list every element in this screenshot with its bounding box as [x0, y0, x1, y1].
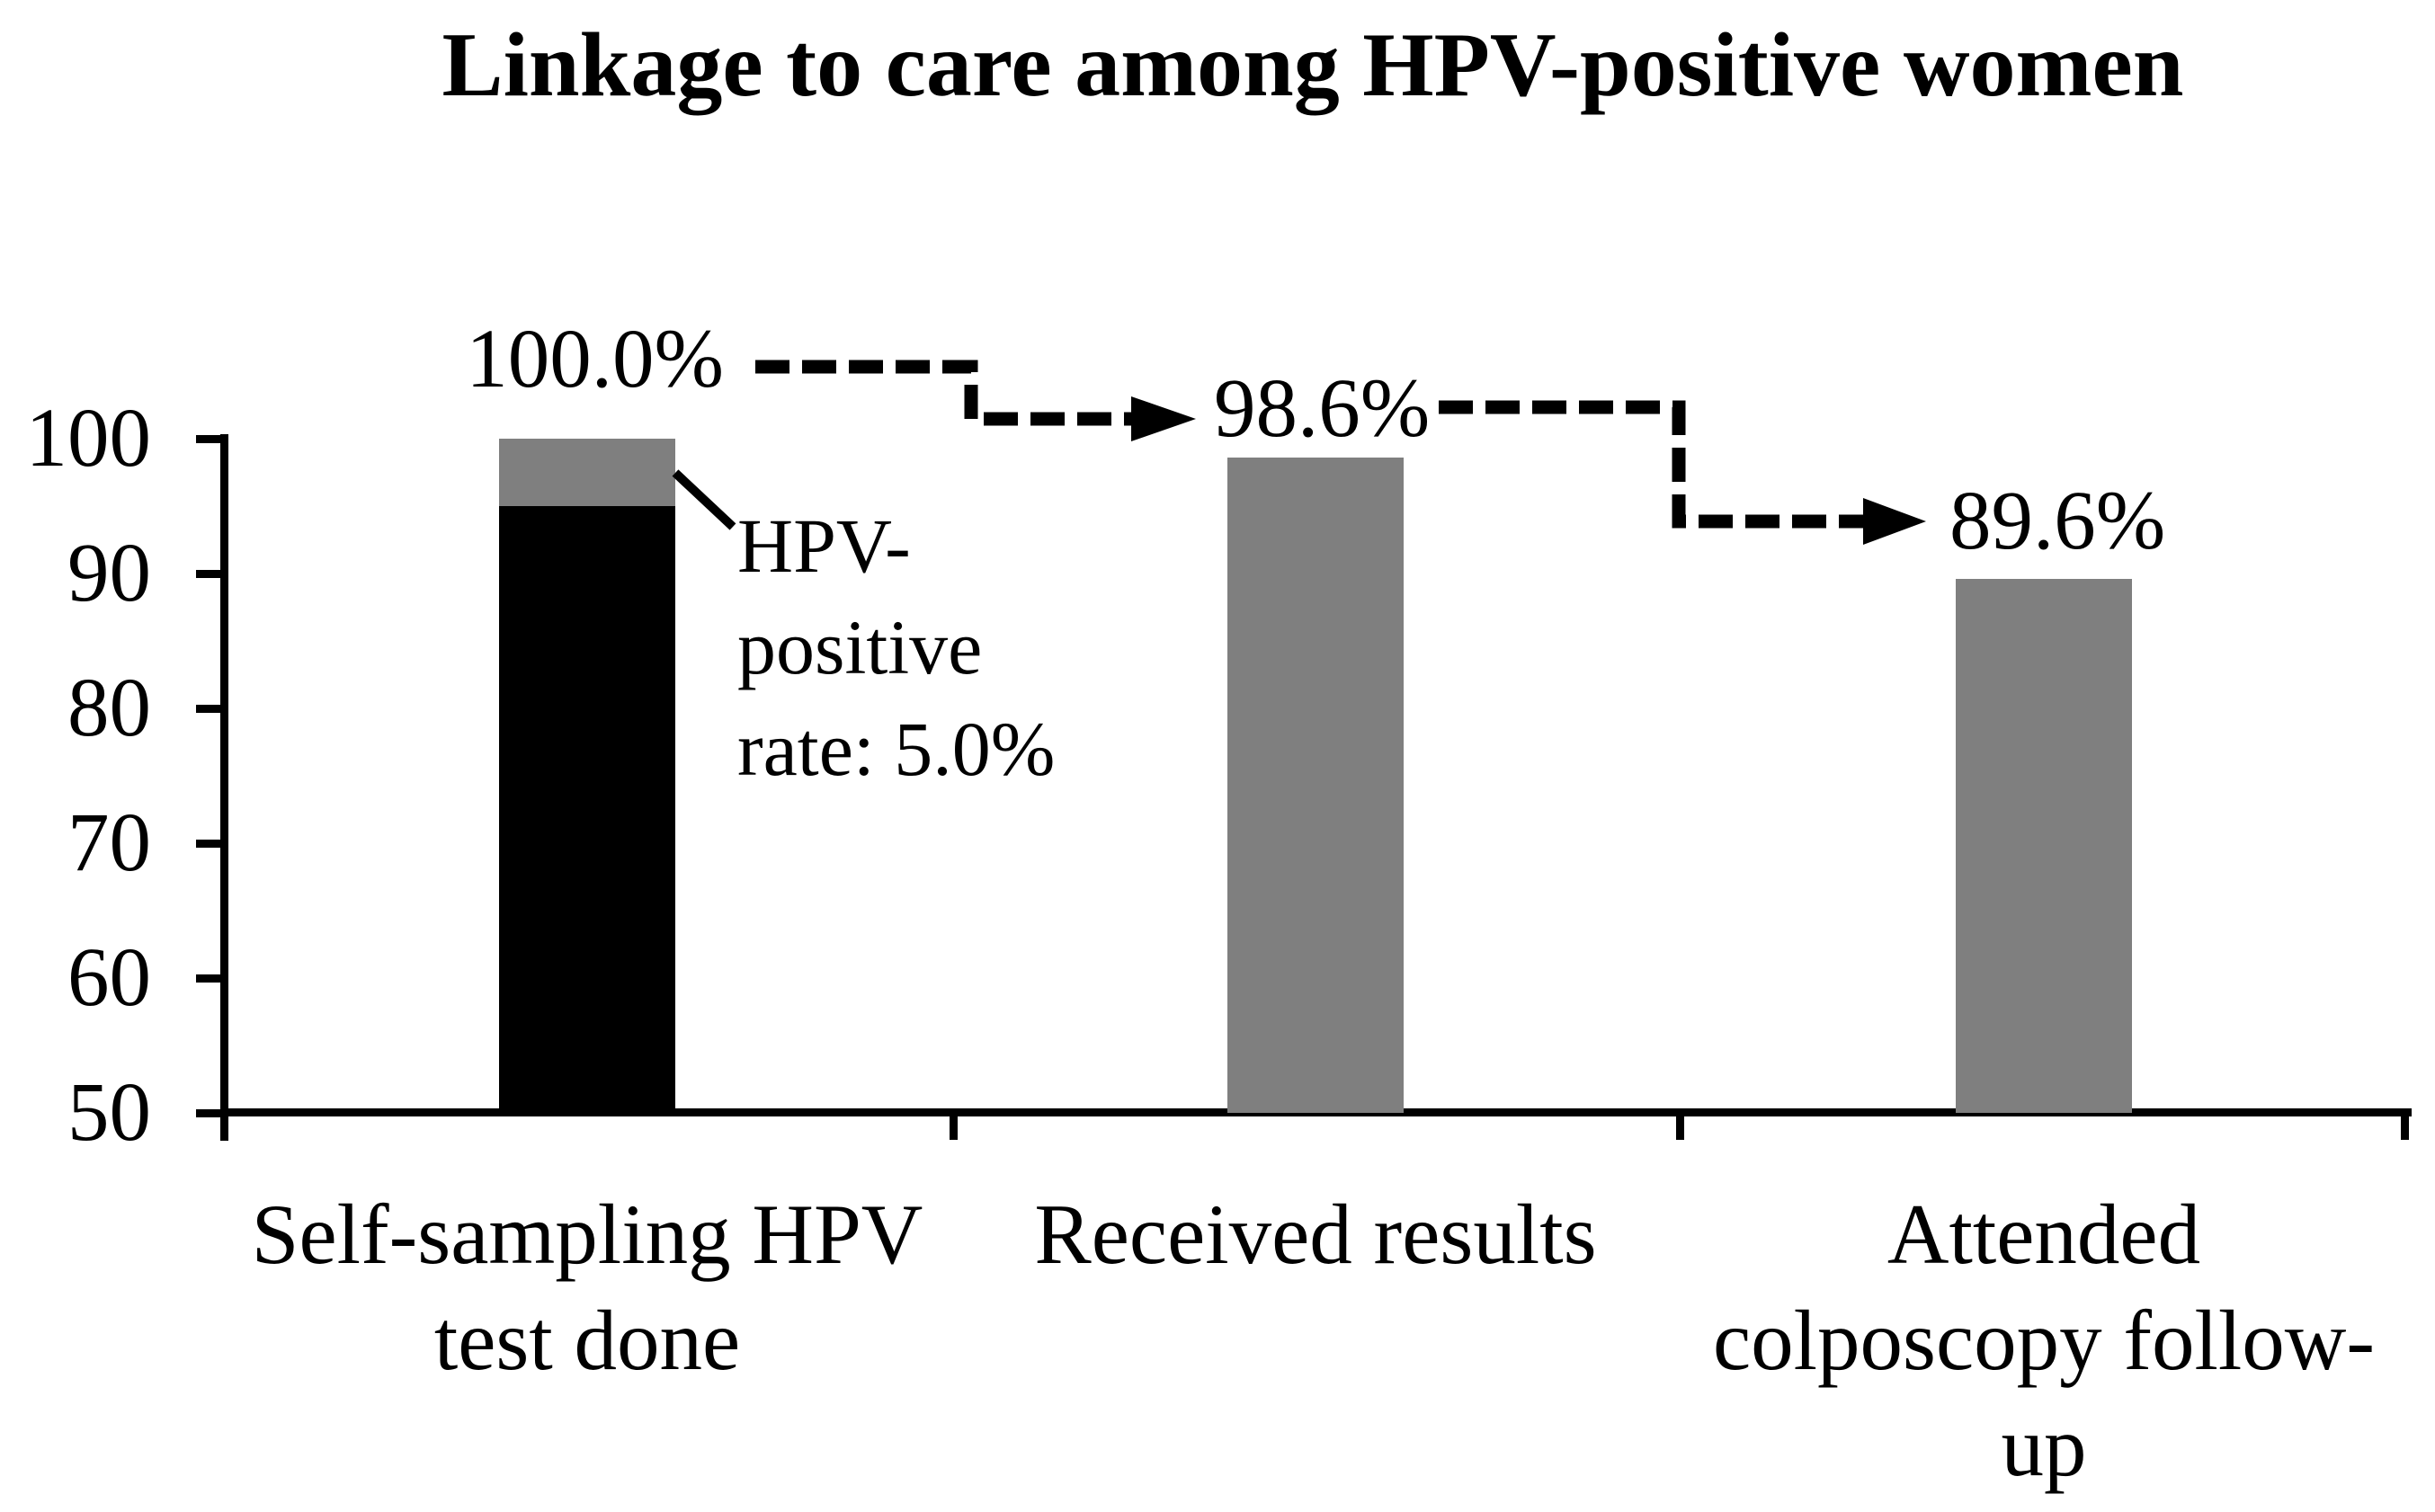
value-label: 100.0%: [466, 313, 724, 405]
annotation-leader-line: [672, 469, 736, 530]
flow-arrow-1-dashes: [755, 360, 1131, 426]
x-tick-mark: [950, 1113, 958, 1140]
flow-arrow-2-dashes: [1439, 400, 1863, 529]
bar-self-sampling-black-segment: [499, 506, 675, 1113]
bar-attended-colposcopy: [1956, 579, 2132, 1113]
y-axis-line: [220, 434, 228, 1141]
category-label-line: Received results: [1034, 1187, 1597, 1282]
y-axis-tick-label: 100: [25, 392, 152, 485]
y-tick-mark: [196, 435, 227, 443]
y-axis-tick-label: 90: [67, 527, 151, 619]
flow-arrow-1-head: [1131, 396, 1196, 441]
y-axis-tick-label: 70: [67, 796, 151, 889]
flow-arrow-2: [1439, 400, 1926, 545]
y-axis-tick-label: 80: [67, 662, 151, 754]
annotation-line: rate: 5.0%: [737, 706, 1056, 792]
value-label: 89.6%: [1949, 475, 2166, 567]
category-label-line: up: [2001, 1399, 2087, 1494]
y-tick-mark: [196, 1109, 227, 1117]
hpv-positive-rate-annotation: HPV-positive rate: 5.0%: [737, 495, 1055, 800]
y-axis-tick-label: 50: [67, 1066, 151, 1159]
y-axis-tick-label: 60: [67, 931, 151, 1024]
category-label-line: Attended: [1886, 1187, 2201, 1282]
flow-arrow-2-head: [1863, 498, 1926, 545]
bar-received-results: [1227, 458, 1404, 1113]
chart-title: Linkage to care among HPV-positive women: [442, 14, 2184, 116]
annotation-line: positive: [737, 604, 983, 690]
x-tick-mark: [2401, 1113, 2409, 1140]
annotation-line: HPV-: [737, 503, 911, 589]
y-tick-mark: [196, 705, 227, 713]
y-tick-mark: [196, 840, 227, 848]
flow-arrow-1: [755, 360, 1196, 441]
y-tick-mark: [196, 974, 227, 983]
category-label-line: test done: [433, 1293, 741, 1388]
value-label: 98.6%: [1214, 362, 1431, 455]
y-tick-mark: [196, 570, 227, 578]
category-label-line: Self-sampling HPV: [251, 1187, 923, 1282]
x-tick-mark: [1676, 1113, 1684, 1140]
bar-self-sampling-gray-cap: [499, 439, 675, 506]
category-label-line: colposcopy follow-: [1712, 1293, 2376, 1388]
